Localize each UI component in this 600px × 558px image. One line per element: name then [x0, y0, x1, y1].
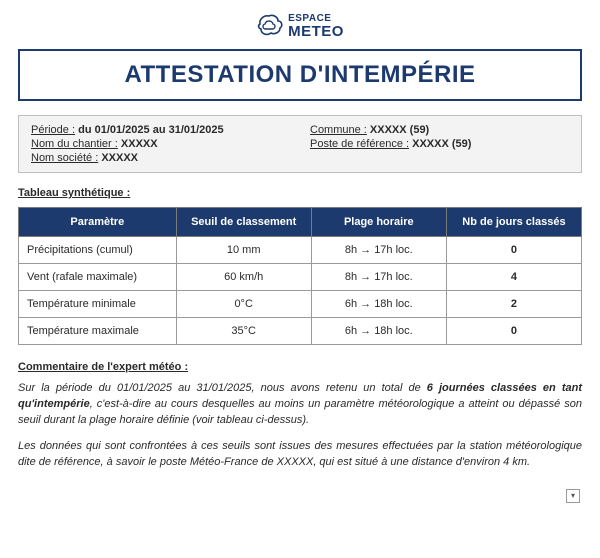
poste-label: Poste de référence :	[310, 138, 409, 150]
comment-heading: Commentaire de l'expert météo :	[18, 361, 582, 373]
comment-paragraph-1: Sur la période du 01/01/2025 au 31/01/20…	[18, 381, 582, 429]
cell-param: Température maximale	[19, 318, 177, 345]
cell-seuil: 60 km/h	[176, 264, 311, 291]
periode-value: du 01/01/2025 au 31/01/2025	[78, 124, 224, 136]
cell-seuil: 0°C	[176, 291, 311, 318]
france-cloud-icon	[256, 12, 284, 41]
commune-value: XXXXX (59)	[370, 124, 429, 136]
cell-nb: 4	[446, 264, 581, 291]
tableau-heading: Tableau synthétique :	[18, 187, 582, 199]
cell-param: Vent (rafale maximale)	[19, 264, 177, 291]
chevron-down-icon[interactable]: ▾	[566, 489, 580, 503]
table-row: Vent (rafale maximale) 60 km/h 8h → 17h …	[19, 264, 582, 291]
comment-p1-a: Sur la période du 01/01/2025 au 31/01/20…	[18, 382, 427, 394]
info-poste: Poste de référence : XXXXX (59)	[310, 138, 569, 150]
chantier-value: XXXXX	[121, 138, 158, 150]
societe-label: Nom société :	[31, 152, 98, 164]
chantier-label: Nom du chantier :	[31, 138, 118, 150]
info-periode: Période : du 01/01/2025 au 31/01/2025	[31, 124, 290, 136]
expert-comment: Sur la période du 01/01/2025 au 31/01/20…	[18, 381, 582, 471]
th-seuil: Seuil de classement	[176, 208, 311, 237]
commune-label: Commune :	[310, 124, 367, 136]
societe-value: XXXXX	[101, 152, 138, 164]
cell-seuil: 10 mm	[176, 237, 311, 264]
logo-text-bottom: METEO	[288, 24, 344, 39]
cell-plage: 8h → 17h loc.	[311, 264, 446, 291]
periode-label: Période :	[31, 124, 75, 136]
th-parametre: Paramètre	[19, 208, 177, 237]
document-title: ATTESTATION D'INTEMPÉRIE	[26, 61, 574, 89]
cell-param: Température minimale	[19, 291, 177, 318]
cell-plage: 6h → 18h loc.	[311, 291, 446, 318]
comment-p1-c: , c'est-à-dire au cours desquelles au mo…	[18, 398, 582, 426]
cell-nb: 0	[446, 318, 581, 345]
comment-paragraph-2: Les données qui sont confrontées à ces s…	[18, 439, 582, 471]
cell-nb: 0	[446, 237, 581, 264]
cell-param: Précipitations (cumul)	[19, 237, 177, 264]
info-societe: Nom société : XXXXX	[31, 152, 290, 164]
info-summary-box: Période : du 01/01/2025 au 31/01/2025 Co…	[18, 115, 582, 173]
cell-seuil: 35°C	[176, 318, 311, 345]
table-row: Précipitations (cumul) 10 mm 8h → 17h lo…	[19, 237, 582, 264]
th-plage: Plage horaire	[311, 208, 446, 237]
table-header-row: Paramètre Seuil de classement Plage hora…	[19, 208, 582, 237]
cell-plage: 6h → 18h loc.	[311, 318, 446, 345]
cell-nb: 2	[446, 291, 581, 318]
cell-plage: 8h → 17h loc.	[311, 237, 446, 264]
th-nbjours: Nb de jours classés	[446, 208, 581, 237]
info-chantier: Nom du chantier : XXXXX	[31, 138, 290, 150]
table-row: Température maximale 35°C 6h → 18h loc. …	[19, 318, 582, 345]
brand-logo: ESPACE METEO	[18, 12, 582, 41]
synthese-table: Paramètre Seuil de classement Plage hora…	[18, 207, 582, 345]
table-row: Température minimale 0°C 6h → 18h loc. 2	[19, 291, 582, 318]
document-title-box: ATTESTATION D'INTEMPÉRIE	[18, 49, 582, 101]
info-commune: Commune : XXXXX (59)	[310, 124, 569, 136]
poste-value: XXXXX (59)	[412, 138, 471, 150]
